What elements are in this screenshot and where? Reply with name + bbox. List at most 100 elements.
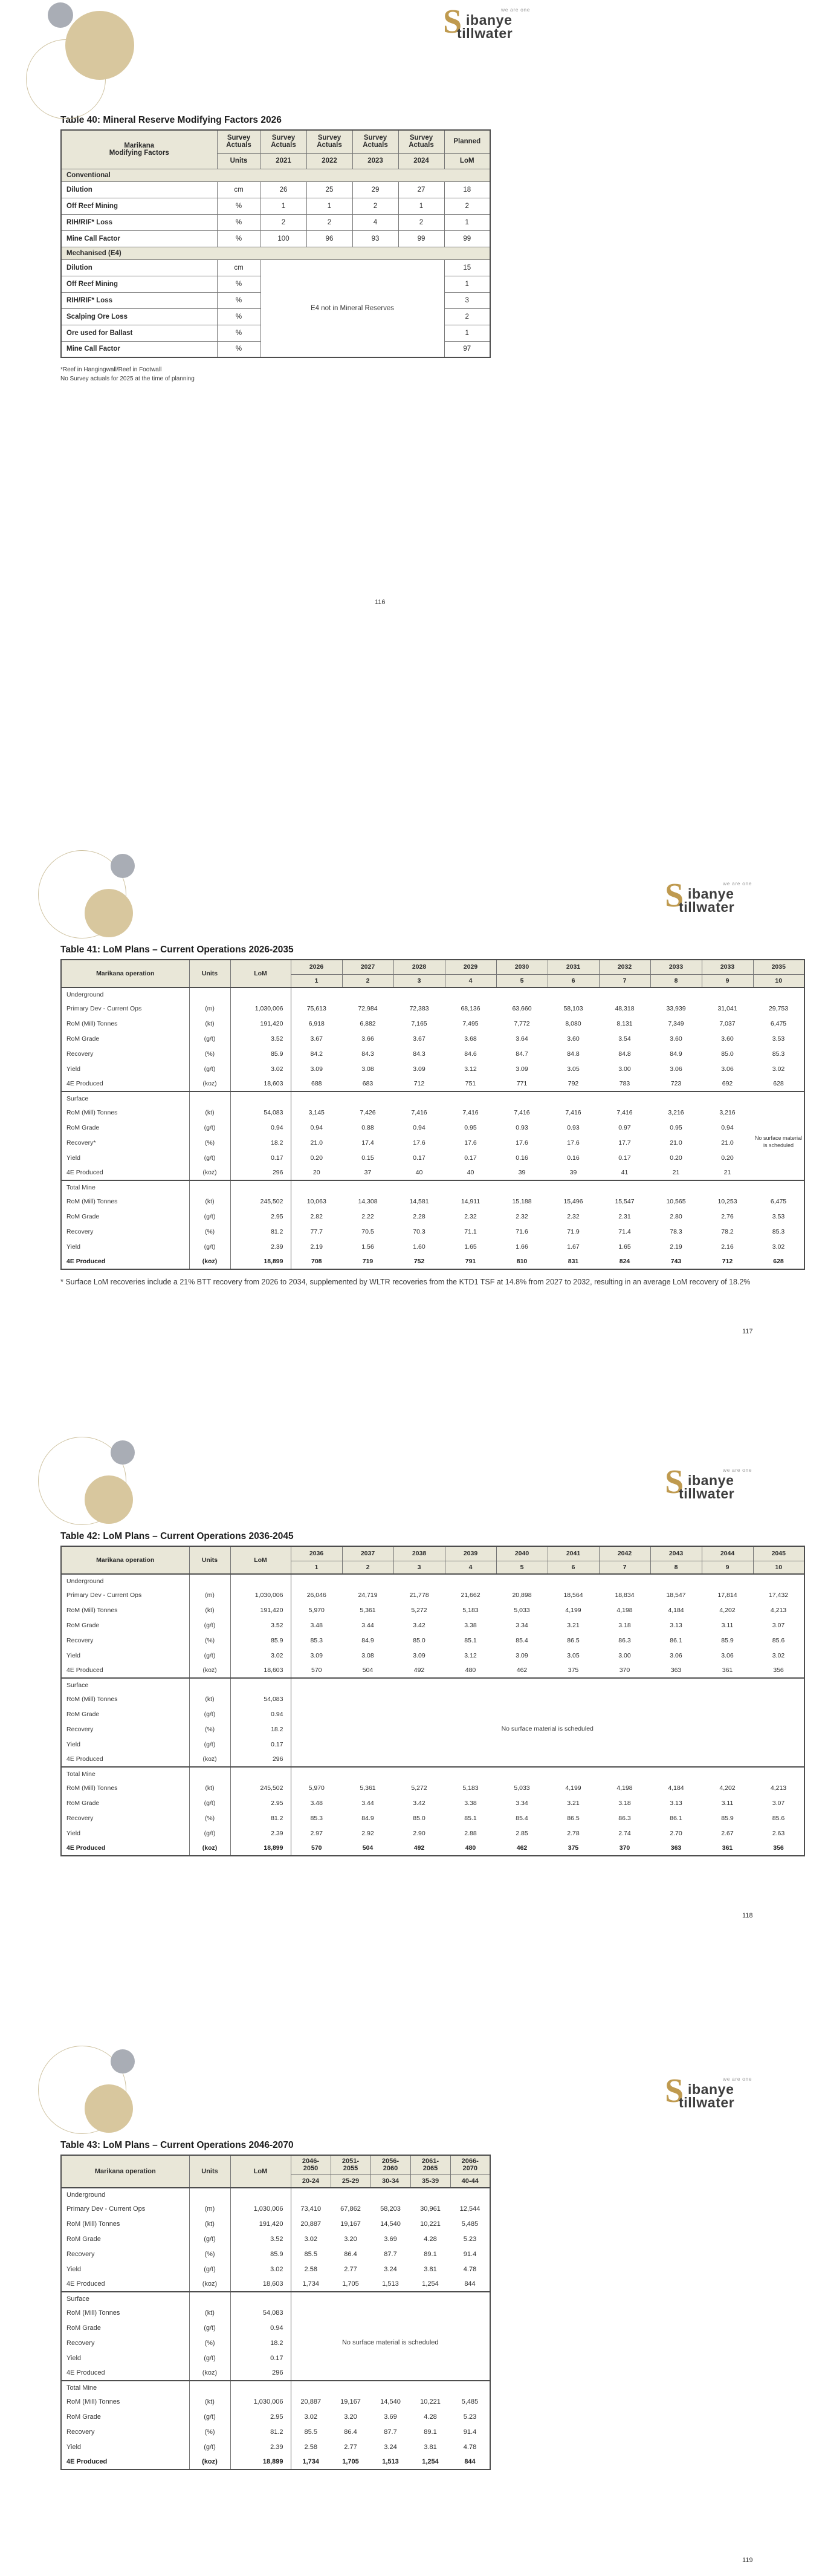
- cell-value: 3.09: [516, 1651, 528, 1659]
- cell-value: 3.12: [464, 1651, 477, 1659]
- cell-value: 462: [516, 1844, 528, 1852]
- cell-value: 3.06: [670, 1651, 682, 1659]
- cell-value: 18,564: [563, 1591, 583, 1599]
- cell-value: 20: [312, 1169, 320, 1176]
- cell-value: 17.6: [464, 1139, 477, 1147]
- lom-value: 1,030,006: [230, 1587, 291, 1602]
- cell-unit: [189, 2291, 231, 2305]
- cell-value: 628: [773, 1258, 784, 1265]
- cell-value: 4,202: [719, 1784, 736, 1792]
- column-header: LoM: [230, 959, 291, 988]
- section-label: Total Mine: [61, 2380, 189, 2394]
- cell-unit: (kt): [189, 2394, 231, 2409]
- cell-value: 5,272: [411, 1606, 427, 1614]
- cell-value: 3.12: [464, 1065, 477, 1073]
- row-label: Dilution: [60, 181, 218, 198]
- cell-unit: (g/t): [189, 1120, 231, 1135]
- column-header: Marikana operation: [60, 1546, 190, 1575]
- cell-value: 1,734: [302, 2280, 320, 2288]
- cell-unit: cm: [216, 259, 261, 276]
- cell-value: 844: [464, 2280, 476, 2288]
- cell-value: 21.0: [670, 1139, 682, 1147]
- year-number-header: 4: [444, 974, 497, 988]
- row-label: Recovery*: [66, 1139, 96, 1147]
- page-number-116: 116: [375, 599, 386, 606]
- year-number-header: 9: [701, 1560, 754, 1575]
- lom-value: 1,030,006: [230, 2394, 291, 2409]
- lom-plan-table: Marikana operation Units LoM 2026 2027 2028 20…: [60, 959, 805, 1270]
- row-label: 4E Produced: [66, 2280, 105, 2288]
- decorative-grey-circle: [111, 1440, 135, 1465]
- cell-value: %: [216, 213, 261, 231]
- cell-value: 71.1: [464, 1228, 477, 1235]
- cell-value: 7,495: [462, 1020, 479, 1027]
- cell-value: 570: [311, 1844, 322, 1852]
- year-header: 2032: [598, 959, 651, 975]
- cell-value: 3.00: [618, 1065, 631, 1073]
- row-label: Yield: [66, 1065, 80, 1073]
- year-number-header: 3: [393, 974, 445, 988]
- cell-value: 14,911: [461, 1197, 480, 1205]
- cell-value: 85.4: [516, 1636, 528, 1644]
- row-label: RoM (Mill) Tonnes: [66, 1108, 118, 1116]
- decorative-outline-circle: [38, 1437, 126, 1525]
- section-label: Total Mine: [61, 1766, 189, 1780]
- year-header: 2040: [496, 1546, 548, 1561]
- cell-value: 2.32: [516, 1212, 528, 1220]
- cell-value: 3.44: [361, 1799, 374, 1807]
- cell-unit: (g/t): [189, 1239, 231, 1254]
- cell-value: 3.08: [361, 1651, 374, 1659]
- cell-value: 3.34: [516, 1799, 528, 1807]
- lom-value: 3.02: [230, 2262, 291, 2277]
- cell-value: 363: [670, 1667, 682, 1674]
- column-header: Units: [189, 2155, 231, 2188]
- cell-value: 7,349: [668, 1020, 684, 1027]
- lom-value: 296: [230, 2366, 291, 2381]
- cell-unit: (kt): [189, 1016, 231, 1031]
- cell-value: 492: [413, 1844, 425, 1852]
- cell-value: 3.08: [361, 1065, 374, 1073]
- cell-value: 85.6: [772, 1636, 785, 1644]
- cell-value: 2: [260, 213, 307, 231]
- year-number-header: 10: [752, 974, 805, 988]
- page-number-117: 117: [742, 1328, 753, 1335]
- year-number-header: 25-29: [330, 2174, 371, 2188]
- sibanye-stillwater-logo: S we are one ibanye tillwater: [665, 879, 786, 916]
- cell-value: 492: [413, 1667, 425, 1674]
- cell-value: 570: [311, 1667, 322, 1674]
- lom-value: 18,899: [230, 2454, 291, 2470]
- cell-value: 683: [362, 1080, 374, 1087]
- cell-value: 4,213: [770, 1784, 787, 1792]
- logo-wordmark: we are one ibanye tillwater: [679, 880, 752, 914]
- cell-value: 2.58: [304, 2443, 317, 2451]
- cell-value: 3.48: [310, 1799, 323, 1807]
- cell-unit: %: [216, 275, 261, 293]
- cell-value: 19,167: [340, 2220, 361, 2228]
- cell-value: [230, 2187, 291, 2201]
- cell-value: 1,254: [422, 2458, 439, 2465]
- cell-value: 752: [413, 1258, 425, 1265]
- table40-title: Table 40: Mineral Reserve Modifying Fact…: [60, 115, 282, 125]
- cell-value: 14,540: [380, 2220, 401, 2228]
- year-header: 2066- 2070: [450, 2155, 491, 2175]
- cell-value: [230, 1766, 291, 1780]
- cell-unit: (kt): [189, 1105, 231, 1120]
- year-number-header: 20-24: [290, 2174, 331, 2188]
- cell-value: 3: [444, 291, 491, 309]
- table40-footnote-2: No Survey actuals for 2025 at the time o…: [60, 376, 195, 382]
- year-header: 2041: [547, 1546, 600, 1561]
- cell-value: 29,753: [768, 1004, 789, 1012]
- column-header: Planned: [444, 129, 491, 154]
- cell-filler: [291, 1677, 804, 1691]
- logo-tagline: we are one: [723, 2076, 752, 2082]
- cell-value: 17,432: [768, 1591, 789, 1599]
- cell-value: 15: [444, 259, 491, 276]
- cell-value: 2.77: [344, 2443, 357, 2451]
- cell-value: 75,613: [306, 1004, 326, 1012]
- lom-value: 18,899: [230, 1841, 291, 1856]
- cell-value: 4,198: [616, 1606, 633, 1614]
- cell-value: 10,253: [717, 1197, 737, 1205]
- cell-value: 5,183: [462, 1606, 479, 1614]
- cell-value: [230, 1573, 291, 1587]
- lom-value: 81.2: [230, 2424, 291, 2439]
